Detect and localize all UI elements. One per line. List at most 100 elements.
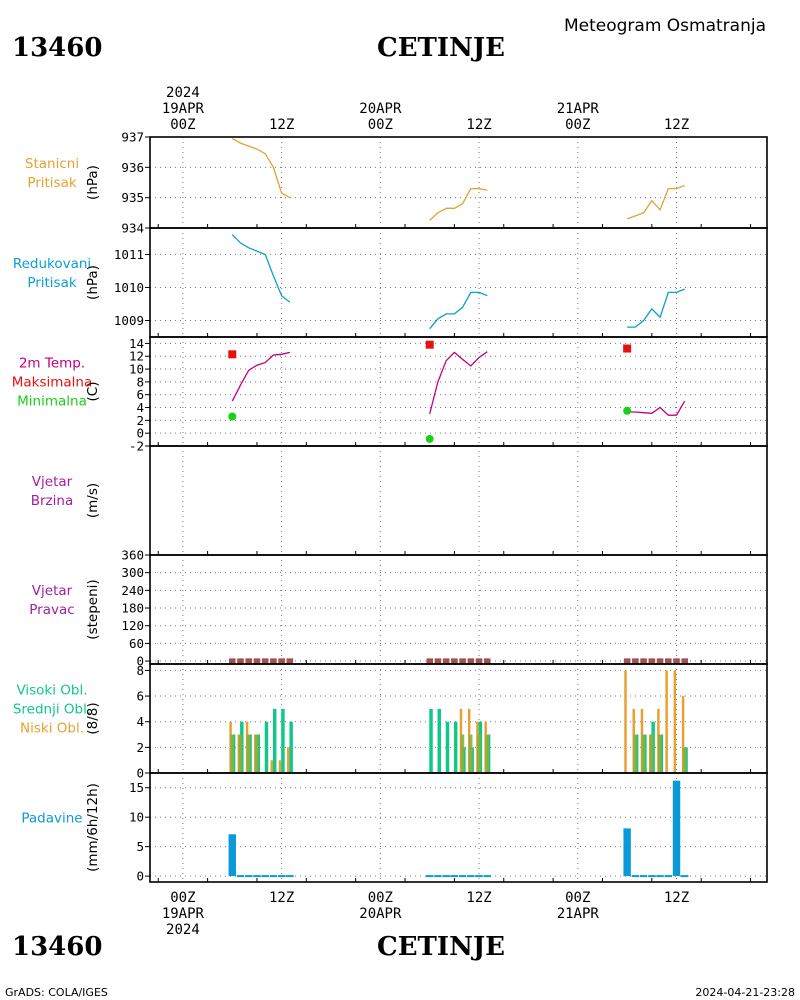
panel-label: Niski Obl.	[20, 721, 84, 737]
precip-trace	[458, 875, 467, 878]
middle-cloud-bar	[230, 734, 234, 773]
precip-trace	[261, 875, 269, 878]
precip-bar	[672, 780, 681, 877]
low-cloud-bar	[278, 760, 282, 773]
precip-trace	[286, 875, 294, 878]
y-tick-label: 5	[136, 839, 144, 854]
calm-wind-marker	[253, 657, 261, 665]
panel-label: Minimalna	[17, 394, 87, 410]
max-temp-marker	[623, 344, 632, 353]
precip-trace	[483, 875, 491, 878]
middle-cloud-bar	[238, 734, 243, 773]
calm-wind-marker	[434, 657, 442, 665]
calm-wind-marker	[244, 657, 253, 665]
calm-wind-marker	[475, 657, 483, 665]
panel-wind-speed: Vjetar Brzina (m/s)	[31, 445, 768, 556]
station-id-top: 13460	[12, 33, 102, 63]
station-id-bottom: 13460	[12, 932, 102, 962]
middle-cloud-bar	[649, 734, 654, 773]
y-tick-label: 240	[121, 583, 144, 598]
precip-trace	[442, 875, 450, 878]
max-temp-marker	[228, 350, 237, 359]
calm-wind-marker	[458, 657, 467, 665]
precip-trace	[475, 875, 483, 878]
calm-wind-marker	[631, 657, 640, 665]
calm-wind-marker	[442, 657, 451, 665]
precip-trace	[664, 875, 672, 878]
y-tick-label: 1011	[114, 247, 144, 262]
panel-label: Redukovani	[13, 256, 91, 272]
time-label-top: 12Z	[466, 117, 491, 133]
middle-cloud-bar	[246, 734, 251, 773]
series-line	[627, 400, 686, 416]
y-tick-label: -2	[129, 439, 144, 454]
panel-cloud-cover: 0 2 4 6 8 Visoki Obl. Srednji Obl. Niski Obl. (8…	[13, 663, 768, 781]
y-tick-label: 0	[136, 426, 144, 441]
precip-trace	[639, 875, 648, 878]
low-cloud-bar	[286, 747, 290, 773]
series-line	[231, 234, 291, 303]
y-tick-label: 0	[136, 766, 144, 781]
precip-bar	[228, 834, 236, 877]
calm-wind-marker	[236, 657, 245, 665]
high-cloud-bar	[429, 708, 433, 773]
time-label-top: 2024	[166, 85, 200, 101]
time-label-top: 12Z	[269, 117, 294, 133]
panel-frame	[149, 554, 768, 665]
low-cloud-bar	[673, 670, 677, 773]
time-label-bottom: 00Z	[368, 890, 393, 906]
time-label-top: 20APR	[359, 101, 402, 117]
y-tick-label: 10	[129, 362, 144, 377]
y-tick-label: 936	[121, 160, 144, 175]
low-cloud-bar	[665, 670, 668, 773]
series-line	[627, 288, 685, 328]
y-axis-unit: (mm/6h/12h)	[85, 783, 101, 872]
time-label-bottom: 12Z	[466, 890, 491, 906]
time-label-bottom: 00Z	[565, 890, 590, 906]
y-tick-label: 360	[121, 548, 144, 563]
y-tick-label: 180	[121, 601, 144, 616]
precip-trace	[245, 875, 253, 878]
calm-wind-marker	[656, 657, 664, 665]
product-title: Meteogram Osmatranja	[564, 16, 766, 36]
precip-trace	[467, 875, 475, 878]
y-tick-label: 934	[121, 221, 144, 236]
time-label-bottom: 2024	[166, 922, 200, 938]
time-label-top: 21APR	[557, 101, 600, 117]
panel-reduced-pressure: 1009 1010 1011 Redukovani Pritisak (hPa)	[13, 227, 768, 338]
y-tick-label: 937	[121, 130, 144, 145]
min-temp-marker	[228, 412, 237, 421]
precip-trace	[681, 875, 689, 878]
low-cloud-bar	[624, 670, 627, 773]
calm-wind-marker	[277, 657, 286, 665]
y-tick-label: 4	[136, 400, 144, 415]
y-tick-label: 14	[129, 336, 144, 351]
panel-label: Vjetar	[32, 474, 73, 490]
precip-trace	[269, 875, 278, 878]
min-temp-marker	[425, 434, 434, 443]
panel-label: Maksimalna	[12, 375, 93, 391]
precip-trace	[648, 875, 656, 878]
panel-label: Padavine	[21, 811, 82, 827]
panel-frame	[149, 136, 768, 229]
high-cloud-bar	[289, 721, 293, 773]
y-tick-label: 300	[121, 565, 144, 580]
series-line	[429, 351, 488, 415]
calm-wind-marker	[285, 657, 294, 665]
station-name-bottom: CETINJE	[377, 932, 505, 962]
middle-cloud-bar	[254, 734, 259, 773]
precip-trace	[253, 875, 261, 878]
precip-trace	[434, 875, 442, 878]
calm-wind-marker	[623, 657, 632, 665]
high-cloud-bar	[453, 721, 458, 773]
time-label-bottom: 19APR	[162, 906, 205, 922]
precip-trace	[277, 875, 286, 878]
low-cloud-bar	[681, 696, 685, 773]
y-tick-label: 0	[136, 654, 144, 669]
precip-trace	[631, 875, 640, 878]
series-line	[231, 351, 291, 402]
precip-trace	[656, 875, 664, 878]
y-tick-label: 60	[129, 636, 144, 651]
